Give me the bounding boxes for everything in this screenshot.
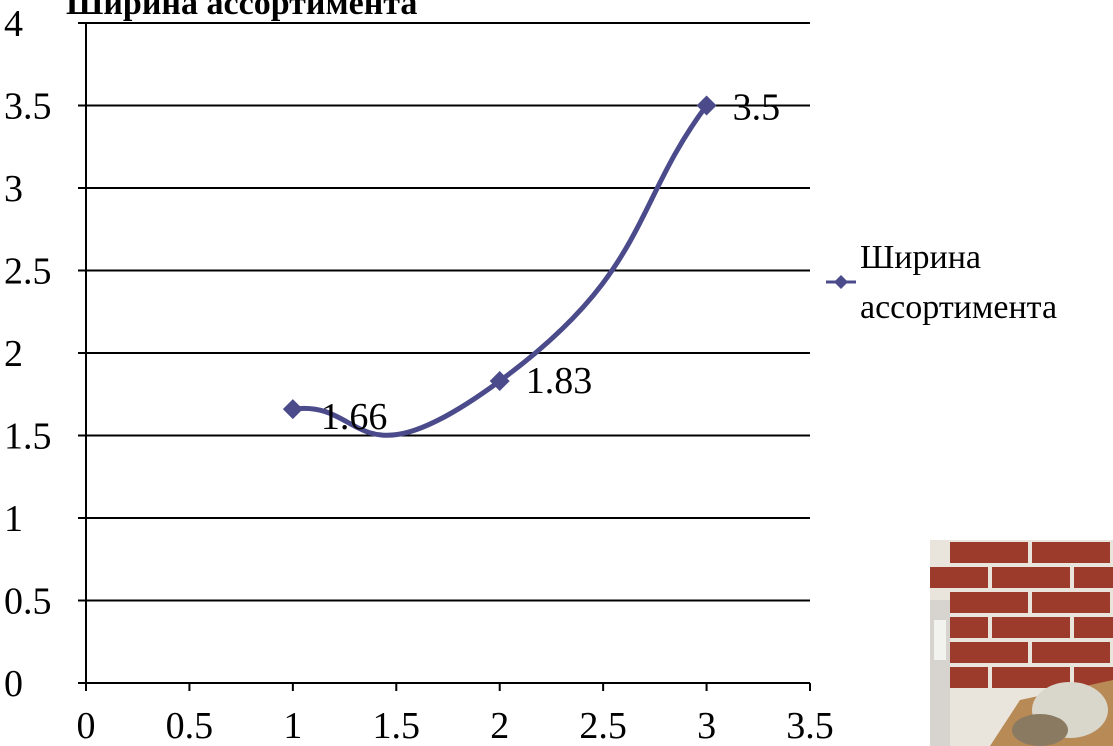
data-label-0: 1.66 — [321, 396, 388, 438]
brick — [1074, 567, 1113, 588]
x-tick-label-4: 2 — [490, 705, 509, 746]
chart-title: Ширина ассортимента — [66, 0, 417, 22]
y-tick-label-2: 1 — [4, 498, 23, 540]
legend: Ширина ассортимента — [826, 239, 1057, 326]
data-label-1: 1.83 — [526, 360, 593, 402]
y-tick-labels: 0 0.5 1 1.5 2 2.5 3 3.5 4 — [4, 3, 52, 705]
x-tick-label-2: 1 — [283, 705, 302, 746]
brick — [950, 642, 1028, 663]
data-point-0 — [283, 399, 303, 419]
brick — [1032, 592, 1110, 613]
photo-drawing — [930, 540, 1113, 746]
brick — [1032, 542, 1110, 563]
brick — [950, 592, 1028, 613]
legend-label-line2: ассортимента — [860, 289, 1057, 326]
x-tick-label-7: 3.5 — [786, 705, 834, 746]
series-group — [283, 96, 717, 436]
y-tick-label-7: 3.5 — [4, 86, 52, 128]
brick — [1074, 617, 1113, 638]
y-tick-label-5: 2.5 — [4, 251, 52, 293]
x-tick-label-6: 3 — [697, 705, 716, 746]
y-tick-label-8: 4 — [4, 3, 23, 45]
axes — [78, 23, 810, 691]
brick — [992, 617, 1070, 638]
y-tick-label-4: 2 — [4, 333, 23, 375]
x-tick-labels: 0 0.5 1 1.5 2 2.5 3 3.5 — [77, 705, 834, 746]
y-tick-label-1: 0.5 — [4, 581, 52, 623]
x-tick-label-0: 0 — [77, 705, 96, 746]
y-tick-label-3: 1.5 — [4, 416, 52, 458]
legend-label-line1: Ширина — [860, 239, 981, 276]
brick-wall-photo-icon — [930, 540, 1113, 746]
brick — [930, 567, 988, 588]
y-tick-label-0: 0 — [4, 663, 23, 705]
x-tick-label-3: 1.5 — [373, 705, 421, 746]
data-label-2: 3.5 — [733, 87, 781, 129]
legend-marker — [834, 275, 848, 289]
x-tick-label-5: 2.5 — [579, 705, 627, 746]
brick — [950, 542, 1028, 563]
brick — [992, 567, 1070, 588]
data-labels: 1.66 1.83 3.5 — [321, 87, 780, 439]
x-tick-label-1: 0.5 — [166, 705, 214, 746]
y-tick-label-6: 3 — [4, 168, 23, 210]
brick — [1032, 642, 1110, 663]
